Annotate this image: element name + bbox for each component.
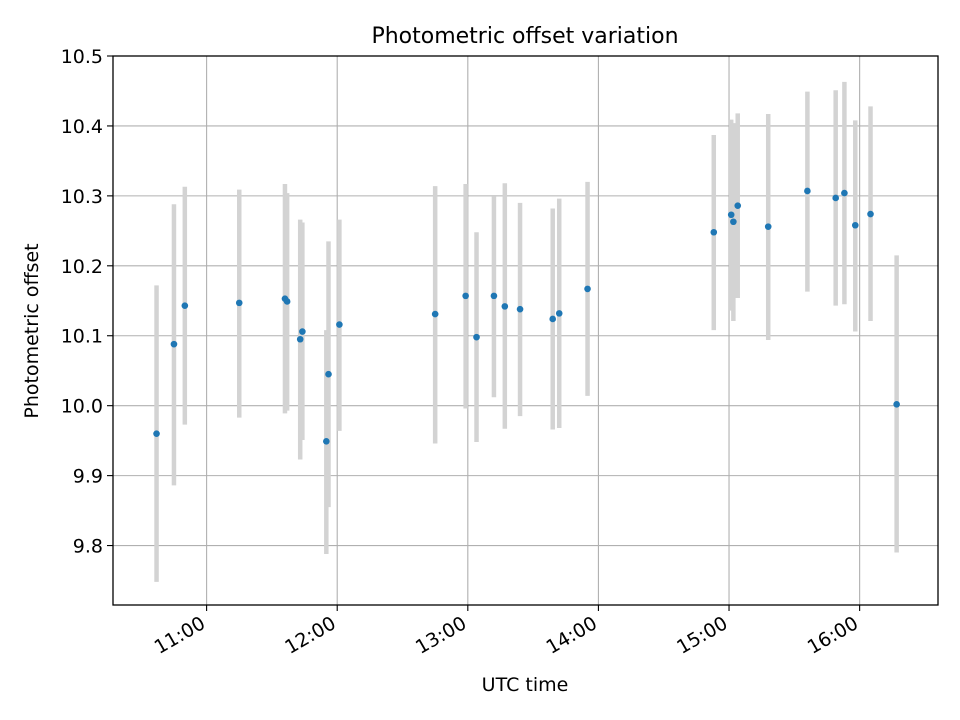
data-point xyxy=(851,221,859,229)
data-point xyxy=(296,335,304,343)
data-point xyxy=(764,223,772,230)
data-point xyxy=(462,292,469,300)
data-point xyxy=(710,228,718,236)
y-tick-label: 10.1 xyxy=(61,326,103,348)
y-tick-label: 10.5 xyxy=(61,46,103,68)
y-tick-label: 10.3 xyxy=(61,186,103,208)
data-point xyxy=(893,400,900,408)
y-axis-label: Photometric offset xyxy=(21,243,43,418)
y-tick-label: 10.2 xyxy=(61,256,103,278)
y-tick-label: 9.9 xyxy=(73,466,103,488)
data-point xyxy=(841,189,848,197)
data-point xyxy=(325,370,332,378)
data-point xyxy=(734,202,742,209)
data-point xyxy=(867,210,874,218)
chart-title: Photometric offset variation xyxy=(371,24,678,49)
data-point xyxy=(549,315,557,323)
y-tick-label: 10.4 xyxy=(61,116,103,138)
data-point xyxy=(431,310,439,318)
data-point xyxy=(336,321,343,328)
data-point xyxy=(804,187,811,195)
data-point xyxy=(235,299,243,307)
data-point xyxy=(473,333,480,341)
data-point xyxy=(299,328,306,335)
data-point xyxy=(170,340,178,348)
data-point xyxy=(555,310,563,317)
y-tick-label: 10.0 xyxy=(61,396,103,418)
data-point xyxy=(730,218,737,226)
data-point xyxy=(181,302,189,309)
data-points xyxy=(153,187,900,445)
data-point xyxy=(727,211,735,219)
data-point xyxy=(323,438,330,445)
data-point xyxy=(153,430,160,437)
data-point xyxy=(584,285,591,293)
data-point xyxy=(516,305,524,313)
data-point xyxy=(283,298,291,305)
plot-frame xyxy=(112,55,939,606)
data-point xyxy=(490,292,498,300)
y-axis-ticks: 9.8 9.9 10.0 10.1 10.2 10.3 10.4 10.5 xyxy=(61,46,113,558)
data-point xyxy=(832,194,839,202)
y-tick-label: 9.8 xyxy=(73,536,103,558)
data-point xyxy=(501,303,509,310)
x-axis-label: UTC time xyxy=(482,674,569,696)
